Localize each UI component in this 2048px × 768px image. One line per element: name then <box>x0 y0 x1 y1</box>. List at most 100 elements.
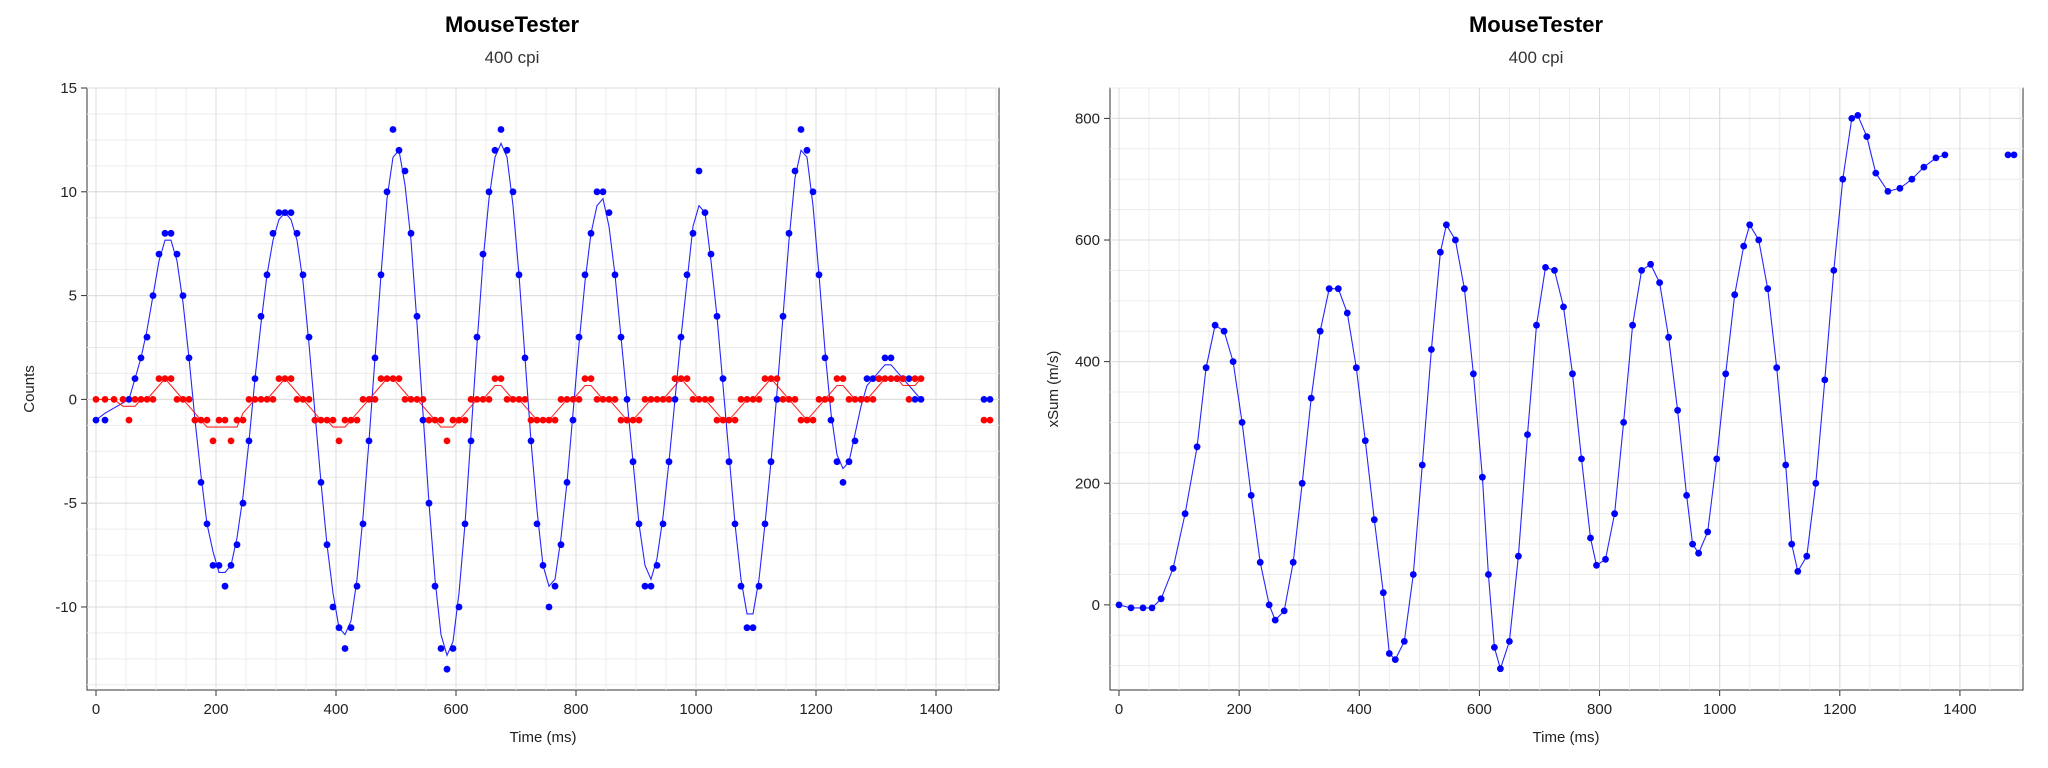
data-point <box>545 416 553 424</box>
data-point <box>1461 285 1468 293</box>
data-point <box>353 416 361 424</box>
data-point <box>1352 364 1360 372</box>
data-point <box>1689 540 1696 548</box>
data-point <box>1812 479 1820 487</box>
data-point <box>533 520 541 528</box>
data-point <box>515 271 523 279</box>
data-point <box>185 396 193 403</box>
data-point <box>917 375 925 382</box>
data-point <box>101 416 109 424</box>
data-point <box>125 396 133 403</box>
data-point <box>905 396 913 403</box>
data-point <box>239 416 247 424</box>
data-point <box>659 396 667 403</box>
data-point <box>1148 604 1156 612</box>
data-point <box>563 479 571 486</box>
data-point <box>1764 285 1772 293</box>
data-point <box>1325 285 1333 293</box>
data-point <box>815 396 823 403</box>
data-point <box>449 416 457 424</box>
data-point <box>1602 555 1609 563</box>
data-point <box>761 520 769 528</box>
data-point <box>635 416 643 424</box>
data-point <box>851 396 859 403</box>
y-tick-label: 600 <box>1075 232 1100 249</box>
data-point <box>305 396 313 403</box>
data-point <box>269 229 277 237</box>
data-point <box>755 396 763 403</box>
data-point <box>779 396 787 403</box>
data-point <box>863 396 871 403</box>
data-point <box>1647 260 1654 268</box>
data-point <box>911 396 919 403</box>
data-point <box>785 229 793 237</box>
data-point <box>317 479 325 486</box>
data-point <box>407 396 415 403</box>
data-point <box>209 562 217 569</box>
data-point <box>179 396 187 403</box>
data-point <box>443 665 451 673</box>
data-point <box>419 416 427 424</box>
data-point <box>1139 604 1147 612</box>
data-point <box>155 375 163 382</box>
data-point <box>149 396 157 403</box>
data-point <box>317 416 325 424</box>
data-point <box>407 229 415 237</box>
y-tick-label: 0 <box>1092 597 1100 614</box>
data-point <box>611 271 619 279</box>
data-point <box>1334 285 1342 293</box>
data-point <box>281 375 289 382</box>
data-point <box>1127 604 1135 612</box>
data-point <box>683 271 691 279</box>
chart-subtitle: 400 cpi <box>484 48 540 67</box>
data-point <box>695 396 703 403</box>
data-point <box>1479 473 1486 481</box>
data-point <box>1220 327 1228 335</box>
data-point <box>677 333 685 341</box>
data-point <box>167 375 175 382</box>
data-point <box>641 396 649 403</box>
x-tick-label: 800 <box>1587 701 1612 718</box>
data-point <box>455 603 463 611</box>
x-tick-label: 1400 <box>1943 701 1976 718</box>
series-line <box>1118 114 1946 671</box>
data-point <box>665 396 673 403</box>
data-point <box>1611 510 1618 518</box>
data-point <box>701 396 709 403</box>
x-tick-label: 600 <box>443 701 468 718</box>
data-point <box>731 416 739 424</box>
data-point <box>497 126 505 133</box>
data-point <box>1713 455 1721 463</box>
data-point <box>1379 589 1387 597</box>
data-point <box>1665 333 1672 341</box>
data-point <box>137 396 145 403</box>
data-point <box>227 437 235 445</box>
data-point <box>503 146 511 154</box>
data-point <box>449 645 457 652</box>
data-point <box>653 562 661 569</box>
data-point <box>575 396 583 403</box>
data-point <box>383 375 391 382</box>
data-point <box>1782 461 1790 469</box>
data-point <box>125 416 133 424</box>
data-point <box>1428 346 1435 353</box>
data-point <box>173 396 181 403</box>
data-point <box>365 437 373 445</box>
data-point <box>1560 303 1567 311</box>
data-point <box>257 396 265 403</box>
data-point <box>215 562 223 569</box>
data-point <box>1683 492 1690 499</box>
data-point <box>653 396 661 403</box>
data-point <box>677 375 685 382</box>
data-point <box>1731 291 1739 299</box>
data-point <box>911 375 919 382</box>
data-point <box>527 437 535 445</box>
data-point <box>131 396 139 403</box>
data-point <box>1316 327 1324 335</box>
data-point <box>1629 321 1636 329</box>
data-point <box>389 126 397 133</box>
data-point <box>233 416 241 424</box>
y-tick-label: 800 <box>1075 110 1100 127</box>
data-point <box>809 416 817 424</box>
data-point <box>1695 549 1702 557</box>
